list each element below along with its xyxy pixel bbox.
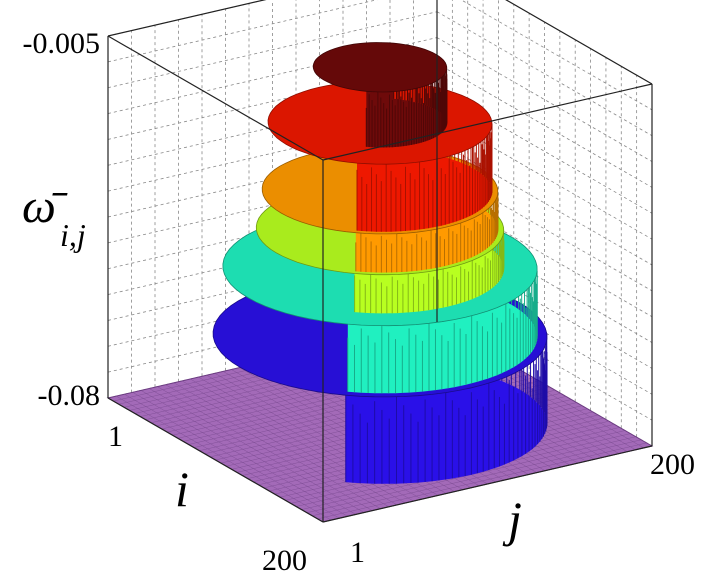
i-tick-start: 1 xyxy=(108,420,123,453)
grid-line xyxy=(436,269,653,395)
box-frame xyxy=(107,0,653,523)
frame-edge xyxy=(107,35,324,161)
frame-edge xyxy=(107,0,267,37)
frame-edge xyxy=(107,397,324,523)
surface xyxy=(212,42,548,484)
grid-line xyxy=(436,140,653,266)
grid-line xyxy=(436,166,653,292)
grid-line xyxy=(436,11,653,137)
z-tick-top: -0.005 xyxy=(23,27,101,60)
j-axis-label: j xyxy=(502,491,522,547)
z-tick-bottom: -0.08 xyxy=(38,379,101,412)
grid-line xyxy=(107,11,438,89)
grid-line xyxy=(436,218,653,343)
i-axis-label: i xyxy=(175,461,189,517)
frame-edge xyxy=(322,83,653,161)
surface-band-top xyxy=(312,42,448,93)
j-tick-start: 1 xyxy=(350,536,365,569)
grid-line xyxy=(436,244,653,369)
frame-edge xyxy=(322,445,653,523)
grid-line xyxy=(436,37,653,162)
floor-mesh-line xyxy=(317,442,647,520)
frame-edge xyxy=(505,0,653,85)
grid-line xyxy=(436,192,653,318)
j-tick-end: 200 xyxy=(650,448,695,481)
grid-line xyxy=(460,0,653,111)
z-axis-label-subscript: i,j xyxy=(60,217,86,253)
grid-line xyxy=(436,88,653,214)
grid-line xyxy=(436,63,653,188)
grid-line xyxy=(436,114,653,240)
floor-mesh-line xyxy=(312,439,642,516)
grid-line xyxy=(436,295,653,421)
i-tick-end: 200 xyxy=(262,544,307,577)
